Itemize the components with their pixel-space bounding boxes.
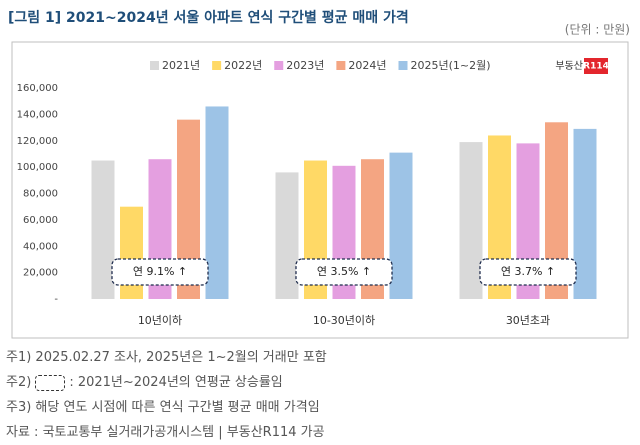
bar — [459, 142, 483, 299]
annotation-box — [111, 258, 209, 286]
legend-swatch — [150, 61, 159, 70]
y-tick-label: 160,000 — [17, 83, 58, 94]
y-tick-label: 100,000 — [17, 162, 58, 173]
chart-frame — [11, 41, 629, 339]
legend-label: 2022년 — [224, 59, 262, 72]
y-tick-label: 80,000 — [23, 189, 58, 200]
x-tick-label: 10년이하 — [138, 313, 182, 327]
bar — [275, 172, 299, 299]
logo-badge-box — [584, 58, 608, 74]
legend-swatch — [212, 61, 222, 70]
unit-label: (단위 : 만원) — [565, 23, 630, 37]
dashed-box-icon — [35, 374, 66, 391]
annotation: 연 3.7% ↑ — [501, 265, 555, 278]
legend-label: 2025년(1~2월) — [411, 59, 491, 72]
note: 주2) : 2021년~2024년의 연평균 상승률임 — [6, 371, 283, 391]
legend-label: 2023년 — [286, 59, 324, 72]
annotation-box — [479, 258, 577, 286]
bar — [177, 119, 200, 300]
logo-badge: R114 — [583, 62, 609, 72]
bar — [205, 106, 229, 300]
annotation-box — [295, 258, 393, 286]
bar — [488, 135, 511, 299]
annotation: 연 3.5% ↑ — [317, 265, 371, 278]
bar — [545, 122, 568, 299]
legend-swatch — [398, 61, 408, 70]
note: 주3) 해당 연도 시점에 따른 연식 구간별 평균 매매 가격임 — [6, 400, 320, 415]
legend-label: 2024년 — [348, 59, 386, 72]
note-text: : 2021년~2024년의 연평균 상승률임 — [69, 375, 283, 390]
logo-text: 부동산 — [555, 60, 583, 72]
x-tick-label: 10-30년이하 — [313, 313, 375, 327]
legend-label: 2021년 — [162, 59, 200, 72]
y-tick-label: 140,000 — [17, 109, 58, 120]
bar — [389, 152, 413, 299]
y-tick-label: 40,000 — [23, 241, 58, 252]
bar — [573, 128, 597, 299]
source: 자료 : 국토교통부 실거래가공개시스템 | 부동산R114 가공 — [6, 425, 325, 440]
y-tick-label: 60,000 — [23, 215, 58, 226]
y-tick-label: 20,000 — [23, 268, 58, 279]
legend-swatch — [274, 61, 284, 70]
note: 주1) 2025.02.27 조사, 2025년은 1~2월의 거래만 포함 — [6, 350, 327, 365]
chart: [그림 1] 2021~2024년 서울 아파트 연식 구간별 평균 매매 가격… — [8, 9, 630, 339]
chart-title: [그림 1] 2021~2024년 서울 아파트 연식 구간별 평균 매매 가격 — [8, 9, 409, 26]
annotation: 연 9.1% ↑ — [133, 265, 187, 278]
legend-swatch — [336, 61, 346, 70]
x-tick-label: 30년초과 — [506, 314, 550, 327]
bar — [91, 160, 115, 299]
y-tick-label: 120,000 — [17, 136, 58, 147]
note-prefix: 주2) — [6, 375, 32, 390]
y-tick-label: - — [54, 294, 58, 305]
